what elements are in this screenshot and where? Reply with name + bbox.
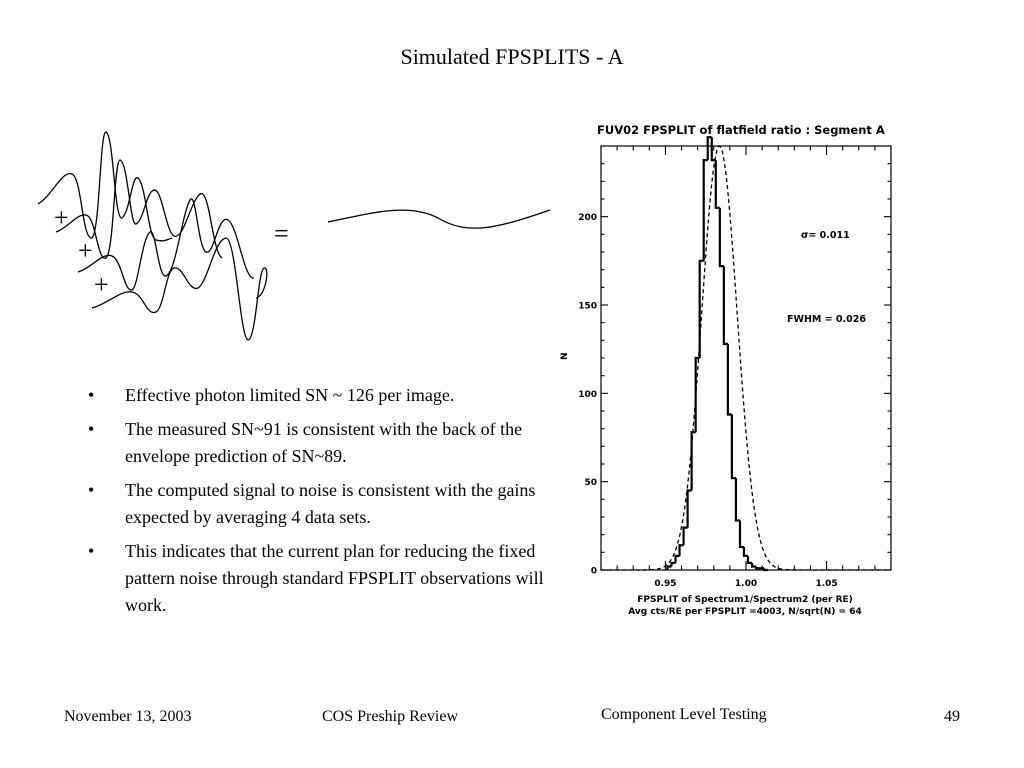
histogram-bin [726, 343, 732, 416]
histogram-bin [678, 544, 684, 556]
wave-curve-2 [55, 159, 223, 259]
histogram-bin [682, 526, 688, 546]
bullet-marker: • [88, 480, 95, 500]
histogram-bin [690, 431, 696, 491]
y-tick-label: 200 [578, 213, 597, 223]
plus-sign-1: + [54, 203, 69, 232]
histogram-bin [714, 160, 720, 209]
bullet-marker: • [88, 419, 95, 439]
y-tick-label: 0 [591, 567, 597, 577]
plus-sign-2: + [78, 236, 93, 265]
histogram-bin [666, 565, 672, 570]
histogram-bin [674, 554, 680, 563]
x-tick-label: 1.00 [735, 579, 757, 589]
y-tick-label: 100 [578, 390, 597, 400]
histogram-bin [670, 561, 676, 567]
histogram-bin [718, 207, 724, 268]
histogram-bin [746, 555, 753, 565]
chart-title: FUV02 FPSPLIT of flatfield ratio : Segme… [597, 123, 885, 137]
wave-sum-diagram: + + + = [38, 131, 551, 341]
bullet-item: • This indicates that the current plan f… [88, 538, 558, 619]
wave-curve-4 [91, 237, 268, 341]
histogram-bin [706, 136, 712, 161]
footer-date: November 13, 2003 [64, 708, 192, 725]
bullet-item: • Effective photon limited SN ~ 126 per … [88, 382, 558, 409]
slide-title: Simulated FPSPLITS - A [400, 44, 624, 69]
bullet-text: The measured SN~91 is consistent with th… [125, 419, 523, 466]
fwhm-annotation: FWHM = 0.026 [787, 314, 866, 325]
histogram-bin [754, 566, 761, 570]
bullet-item: • The measured SN~91 is consistent with … [88, 416, 558, 470]
y-tick-label: 150 [578, 302, 597, 312]
x-tick-label: 1.05 [815, 579, 837, 589]
histogram-bin [702, 159, 708, 261]
histogram-chart: FUV02 FPSPLIT of flatfield ratio : Segme… [560, 123, 892, 617]
gaussian-fit-curve [601, 145, 891, 571]
chart-ylabel: N [560, 352, 570, 360]
histogram-bin [698, 259, 704, 358]
bullet-marker: • [88, 541, 95, 561]
chart-xlabel-2: Avg cts/RE per FPSPLIT =4003, N/sqrt(N) … [628, 607, 861, 617]
bullet-text: Effective photon limited SN ~ 126 per im… [125, 385, 455, 405]
histogram-bin [694, 356, 700, 433]
histogram-bin [738, 520, 744, 549]
histogram-bin [722, 266, 728, 345]
histogram-bin [686, 489, 692, 528]
bullet-text: The computed signal to noise is consiste… [125, 480, 536, 527]
plot-frame [600, 145, 892, 571]
histogram-bin [742, 547, 749, 557]
y-tick-label: 50 [584, 478, 597, 488]
footer-event: COS Preship Review [322, 708, 458, 725]
bullet-marker: • [88, 385, 95, 405]
wave-curve-3 [77, 198, 255, 291]
x-tick-label: 0.95 [654, 579, 676, 589]
bullet-item: • The computed signal to noise is consis… [88, 477, 558, 531]
histogram-bin [763, 568, 769, 572]
bullet-list: • Effective photon limited SN ~ 126 per … [88, 382, 558, 626]
footer-section: Component Level Testing [601, 706, 767, 723]
result-curve [327, 209, 551, 229]
equals-sign: = [274, 219, 289, 248]
chart-xlabel: FPSPLIT of Spectrum1/Spectrum2 (per RE) [637, 595, 853, 605]
histogram-bin [750, 562, 757, 568]
footer-page-number: 49 [944, 708, 960, 725]
histogram-bin [730, 414, 736, 480]
histogram-bin [734, 478, 740, 522]
sigma-annotation: σ= 0.011 [801, 230, 850, 241]
plus-sign-3: + [94, 270, 109, 299]
wave-curve-1 [38, 131, 173, 242]
bullet-text: This indicates that the current plan for… [125, 541, 544, 615]
